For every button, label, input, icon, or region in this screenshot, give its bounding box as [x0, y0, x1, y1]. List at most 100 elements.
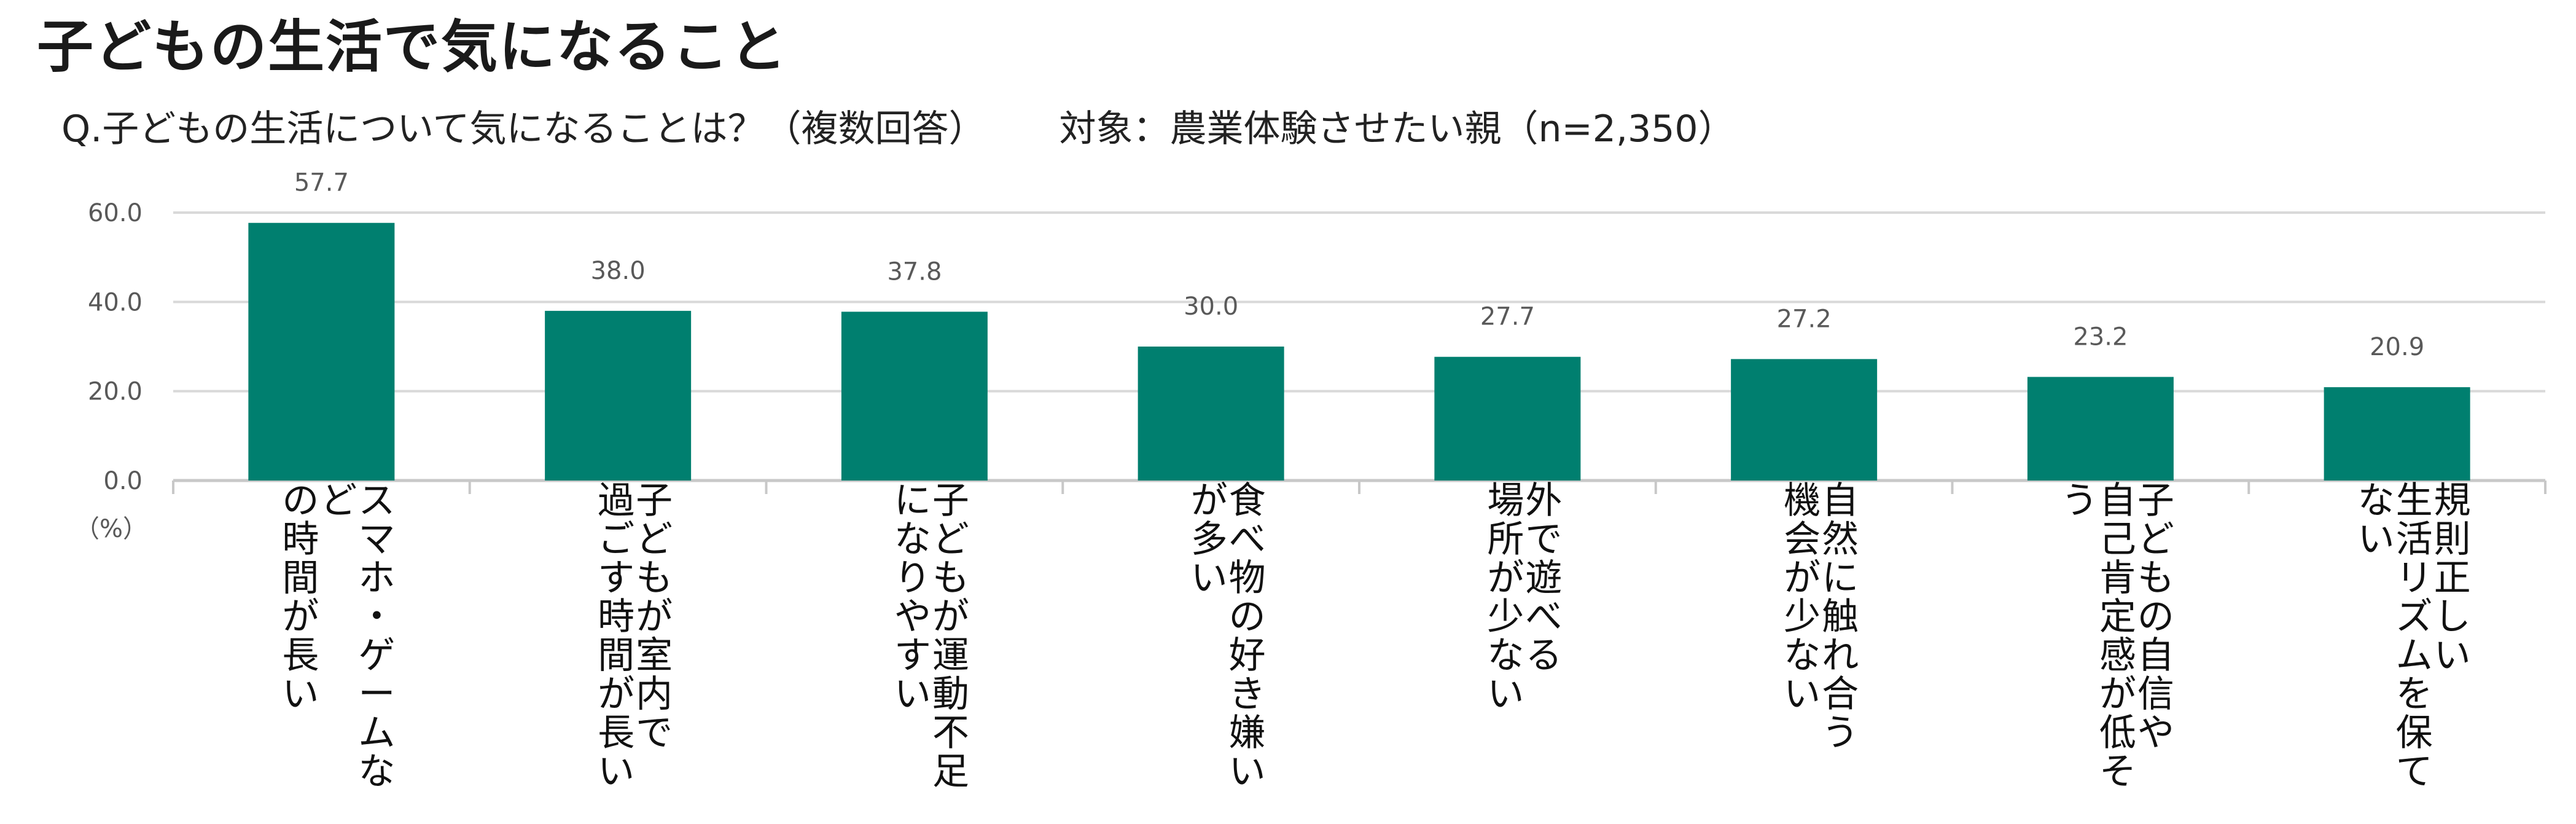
data-label: 27.2 — [1777, 305, 1832, 333]
category-label-char: 機 — [1784, 479, 1821, 522]
category-label-char: 定 — [2099, 595, 2136, 638]
category-label-char: リ — [2396, 557, 2433, 600]
category-label-char: い — [2434, 634, 2471, 677]
y-axis-unit-label: （%） — [75, 515, 147, 543]
category-label-char: 子 — [932, 479, 969, 522]
category-label-char: に — [1822, 557, 1859, 600]
category-label-char: 間 — [282, 557, 319, 600]
chart-title: 子どもの生活で気になること — [37, 14, 788, 80]
category-label-char: べ — [1229, 518, 1266, 561]
category-label-char: 場 — [1487, 479, 1524, 522]
bar — [2027, 377, 2174, 481]
bar — [2324, 387, 2470, 481]
category-label-char: が — [598, 673, 634, 716]
category-label-char: な — [1487, 634, 1524, 677]
bar — [248, 222, 395, 481]
category-label-char: い — [894, 673, 931, 716]
category-label-char: 自 — [1822, 479, 1859, 522]
category-label-char: も — [932, 557, 969, 600]
category-label-char: い — [2358, 518, 2395, 561]
y-tick-label: 40.0 — [88, 288, 142, 316]
category-label-char: り — [894, 557, 931, 600]
category-label-char: 外 — [1525, 479, 1562, 522]
category-label-char: 自 — [2137, 634, 2174, 677]
chart-subtitle: Q.子どもの生活について気になることは？（複数回答） 対象：農業体験させたい親（n… — [61, 101, 1735, 157]
y-tick-label: 0.0 — [103, 467, 142, 495]
category-label-char: そ — [2099, 750, 2136, 793]
category-label-char: 運 — [932, 634, 969, 677]
category-label-char: ホ — [358, 557, 395, 600]
category-label-char: す — [894, 634, 931, 677]
category-label-char: ど — [636, 518, 673, 561]
category-label-char: 足 — [932, 750, 969, 793]
category-label-char: 信 — [2137, 673, 2174, 716]
category-label-char: い — [282, 673, 319, 716]
category-label-char: 肯 — [2099, 557, 2136, 600]
data-label: 57.7 — [294, 169, 349, 197]
category-label-char: 長 — [282, 634, 319, 677]
data-label: 30.0 — [1184, 292, 1238, 321]
data-label: 38.0 — [591, 257, 646, 285]
category-label-char: い — [598, 750, 634, 793]
category-label-char: ・ — [358, 595, 395, 638]
category-label-char: 不 — [932, 712, 969, 755]
category-label-char: が — [282, 595, 319, 638]
category-label-char: 会 — [1784, 518, 1821, 561]
bar — [1138, 347, 1284, 481]
category-label-char: ど — [320, 479, 357, 522]
category-label-char: 触 — [1822, 595, 1859, 638]
category-label-char: 食 — [1229, 479, 1266, 522]
category-label-char: 時 — [282, 518, 319, 561]
category-label-char: 則 — [2434, 518, 2471, 561]
category-label-char: 動 — [932, 673, 969, 716]
category-label-char: 低 — [2099, 712, 2136, 755]
category-label-char: で — [636, 712, 673, 755]
category-label-char: 室 — [636, 634, 673, 677]
category-label-char: 内 — [636, 673, 673, 716]
category-label-char: 間 — [598, 634, 634, 677]
category-label-char: ム — [2396, 634, 2433, 677]
category-label-char: ズ — [2396, 595, 2433, 638]
question-text: Q.子どもの生活について気になることは？（複数回答） — [61, 108, 986, 151]
category-label-char: 合 — [1822, 673, 1859, 716]
category-label-char: が — [2099, 673, 2136, 716]
category-label-char: 少 — [1784, 595, 1821, 638]
y-tick-label: 20.0 — [88, 378, 142, 406]
category-label-char: 所 — [1487, 518, 1524, 561]
category-label-char: が — [636, 595, 673, 638]
category-label-char: や — [894, 595, 931, 638]
category-label-char: 子 — [2137, 479, 2174, 522]
category-label-char: や — [2137, 712, 2174, 755]
bar — [841, 312, 988, 481]
category-label-char: て — [2396, 750, 2433, 793]
data-label: 20.9 — [2370, 333, 2424, 361]
category-label-char: 感 — [2099, 634, 2136, 677]
category-label-char: 規 — [2434, 479, 2471, 522]
data-label: 27.7 — [1480, 303, 1535, 331]
category-label-char: 保 — [2396, 712, 2433, 755]
bar — [1434, 356, 1581, 481]
category-label-char: ご — [598, 518, 634, 561]
category-label-char: の — [282, 479, 319, 522]
category-label-char: も — [2137, 557, 2174, 600]
category-label-char: ゲ — [358, 634, 395, 677]
category-label-char: る — [1525, 634, 1562, 677]
category-label-char: 正 — [2434, 557, 2471, 600]
category-label-char: す — [598, 557, 634, 600]
category-label-char: 時 — [598, 595, 634, 638]
category-label-char: な — [358, 750, 395, 793]
category-label-char: い — [1191, 557, 1228, 600]
category-label-char: ム — [358, 712, 395, 755]
category-label-char: 然 — [1822, 518, 1859, 561]
category-label-char: ー — [358, 673, 395, 716]
category-label-char: 好 — [1229, 634, 1266, 677]
bar — [545, 310, 692, 481]
category-label-char: の — [2137, 595, 2174, 638]
category-label-char: 物 — [1229, 557, 1266, 600]
data-label: 23.2 — [2073, 323, 2128, 351]
category-label-char: 多 — [1191, 518, 1228, 561]
category-label-char: い — [1487, 673, 1524, 716]
category-label-char: 己 — [2099, 518, 2136, 561]
category-label-char: い — [1229, 750, 1266, 793]
category-label-char: 過 — [598, 479, 634, 522]
